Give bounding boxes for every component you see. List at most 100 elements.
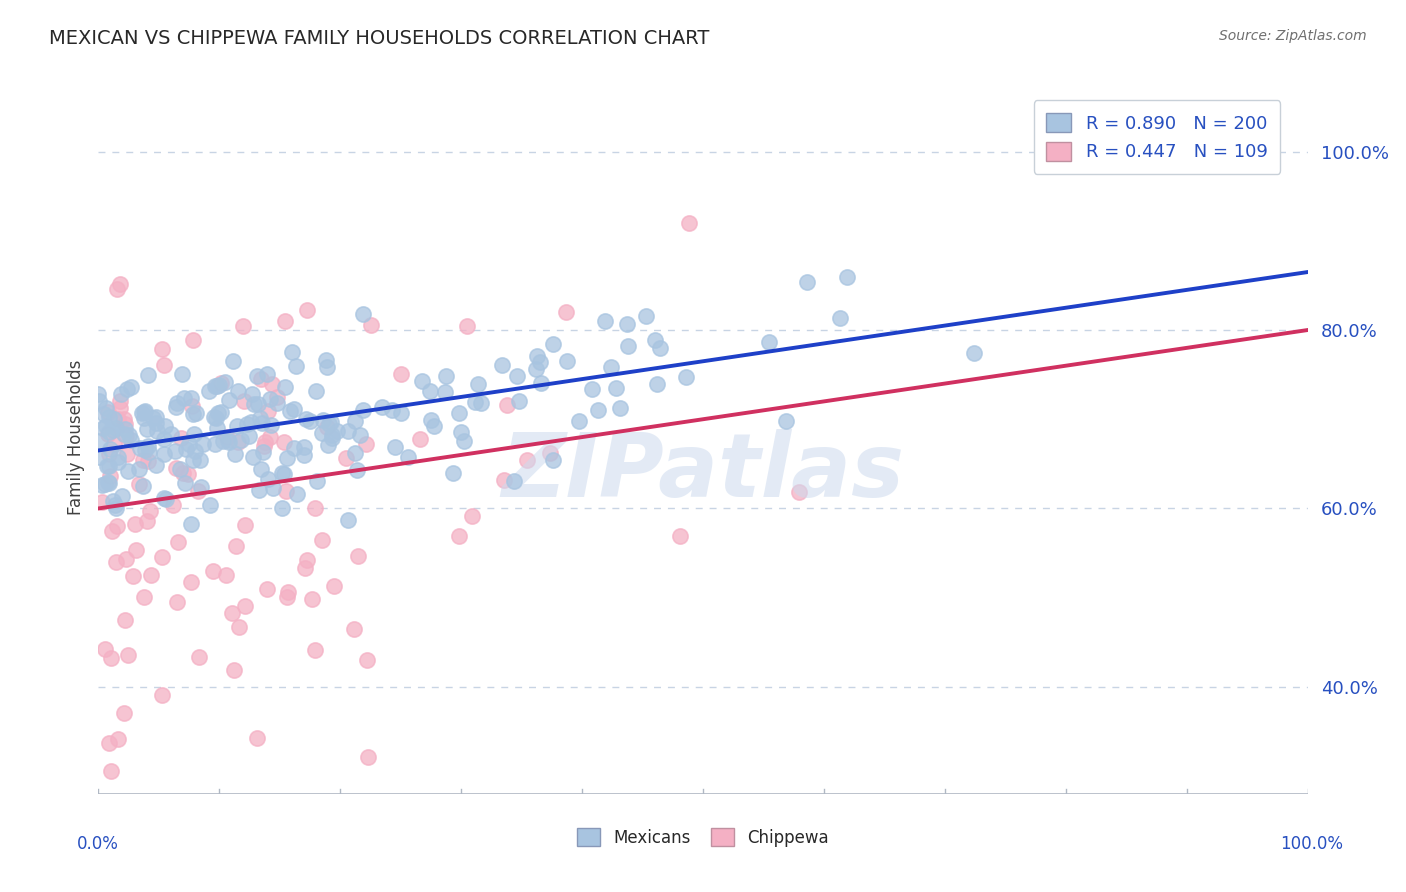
Point xyxy=(114,552,136,566)
Point xyxy=(162,498,184,512)
Point xyxy=(103,411,125,425)
Point xyxy=(122,568,145,582)
Point xyxy=(136,454,159,468)
Point xyxy=(115,428,138,442)
Point xyxy=(305,474,328,488)
Point xyxy=(97,475,120,489)
Point xyxy=(581,382,603,396)
Point xyxy=(110,387,132,401)
Point xyxy=(177,437,200,451)
Point xyxy=(456,318,478,333)
Point xyxy=(208,378,231,392)
Point xyxy=(346,463,368,477)
Point xyxy=(191,437,214,451)
Point xyxy=(114,613,136,627)
Point xyxy=(616,317,638,331)
Point xyxy=(108,393,131,408)
Point xyxy=(150,343,173,357)
Point xyxy=(326,425,349,439)
Point xyxy=(315,420,337,434)
Point xyxy=(276,591,298,605)
Point xyxy=(433,384,456,399)
Point xyxy=(470,395,492,409)
Point xyxy=(117,648,139,662)
Point xyxy=(344,414,367,428)
Point xyxy=(600,360,623,375)
Point xyxy=(352,403,374,417)
Point xyxy=(526,349,548,363)
Point xyxy=(145,409,167,424)
Point xyxy=(101,524,124,538)
Point xyxy=(94,401,117,415)
Point xyxy=(150,550,173,565)
Point xyxy=(609,401,631,415)
Point xyxy=(530,376,553,390)
Point xyxy=(222,663,245,677)
Point xyxy=(247,483,270,498)
Point xyxy=(205,421,228,435)
Point xyxy=(354,436,377,450)
Point xyxy=(187,649,209,664)
Point xyxy=(125,543,148,558)
Point xyxy=(420,413,443,427)
Point xyxy=(315,352,337,367)
Point xyxy=(202,410,225,425)
Point xyxy=(209,405,232,419)
Point xyxy=(169,462,191,476)
Point xyxy=(174,476,197,491)
Point xyxy=(153,419,176,434)
Point xyxy=(447,529,470,543)
Point xyxy=(491,358,513,372)
Point xyxy=(505,369,527,384)
Point xyxy=(467,376,489,391)
Point xyxy=(218,392,240,407)
Point xyxy=(648,342,671,356)
Point xyxy=(172,466,194,480)
Point xyxy=(136,439,159,453)
Point xyxy=(311,425,333,440)
Point xyxy=(118,427,141,442)
Point xyxy=(252,445,274,459)
Point xyxy=(360,318,382,333)
Point xyxy=(153,358,176,372)
Point xyxy=(419,384,441,398)
Point xyxy=(316,438,339,452)
Point xyxy=(96,418,118,433)
Point xyxy=(105,421,128,435)
Point xyxy=(242,450,264,465)
Point xyxy=(104,555,127,569)
Point xyxy=(91,494,114,508)
Point xyxy=(464,395,486,409)
Text: 0.0%: 0.0% xyxy=(77,835,120,853)
Point xyxy=(516,453,538,467)
Point xyxy=(209,376,232,391)
Point xyxy=(177,467,200,482)
Point xyxy=(529,355,551,369)
Point xyxy=(94,641,117,656)
Point xyxy=(215,567,238,582)
Point xyxy=(796,275,818,289)
Point xyxy=(259,392,281,406)
Point xyxy=(190,479,212,493)
Point xyxy=(134,404,156,418)
Point xyxy=(343,622,366,636)
Point xyxy=(134,590,156,604)
Point xyxy=(453,434,475,448)
Point xyxy=(222,354,245,368)
Point xyxy=(450,425,472,440)
Point xyxy=(292,448,315,462)
Point xyxy=(131,406,153,420)
Point xyxy=(128,441,150,455)
Point xyxy=(273,434,295,449)
Point xyxy=(281,344,304,359)
Point xyxy=(228,620,250,634)
Point xyxy=(356,653,378,667)
Point xyxy=(170,431,193,445)
Point xyxy=(153,447,176,461)
Point xyxy=(108,277,131,291)
Point xyxy=(616,339,638,353)
Point xyxy=(180,516,202,531)
Point xyxy=(100,650,122,665)
Point xyxy=(260,376,283,391)
Point xyxy=(543,452,565,467)
